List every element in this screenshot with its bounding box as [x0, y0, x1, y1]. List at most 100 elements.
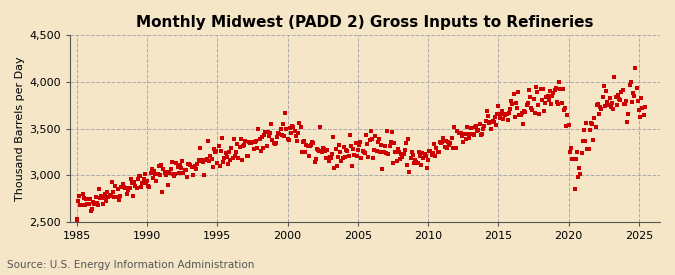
Point [377, 166, 388, 171]
Point [580, 120, 591, 125]
Point [258, 146, 269, 150]
Point [479, 123, 490, 128]
Point [142, 179, 153, 183]
Point [551, 100, 562, 104]
Point [234, 145, 245, 149]
Point [491, 123, 502, 128]
Point [451, 146, 462, 150]
Point [540, 100, 551, 105]
Point [367, 137, 377, 141]
Point [639, 105, 650, 109]
Point [206, 156, 217, 161]
Point [76, 203, 87, 207]
Point [458, 140, 468, 144]
Point [408, 160, 419, 165]
Point [316, 150, 327, 155]
Point [157, 189, 167, 194]
Point [179, 167, 190, 172]
Point [263, 130, 273, 134]
Point [548, 91, 559, 95]
Point [246, 141, 256, 145]
Point [207, 164, 218, 169]
Point [602, 100, 613, 104]
Point [194, 146, 205, 150]
Point [328, 135, 339, 139]
Point [624, 82, 635, 87]
Point [86, 208, 97, 213]
Point [109, 195, 119, 199]
Point [390, 150, 401, 155]
Text: Source: U.S. Energy Information Administration: Source: U.S. Energy Information Administ… [7, 260, 254, 270]
Point [394, 150, 404, 154]
Point [238, 144, 248, 148]
Point [448, 145, 458, 150]
Point [295, 125, 306, 129]
Point [115, 194, 126, 199]
Point [466, 126, 477, 130]
Point [103, 194, 114, 199]
Point [417, 150, 428, 155]
Point [140, 181, 151, 185]
Point [507, 102, 518, 106]
Point [354, 143, 364, 148]
Point [626, 100, 637, 104]
Point [577, 138, 588, 143]
Point [593, 102, 603, 107]
Point [186, 164, 197, 169]
Point [568, 157, 578, 162]
Point [348, 147, 358, 151]
Point [276, 133, 287, 137]
Point [325, 155, 335, 159]
Point [99, 192, 110, 196]
Point [529, 111, 540, 115]
Point [620, 102, 630, 106]
Point [184, 162, 194, 166]
Point [286, 131, 296, 136]
Point [489, 115, 500, 119]
Point [418, 156, 429, 160]
Point [513, 90, 524, 94]
Point [144, 185, 155, 189]
Point [563, 123, 574, 128]
Point [101, 199, 111, 203]
Point [327, 152, 338, 156]
Point [281, 126, 292, 131]
Point [575, 171, 586, 176]
Point [591, 102, 602, 107]
Point [431, 145, 441, 150]
Point [574, 166, 585, 170]
Point [242, 154, 253, 158]
Point [398, 152, 409, 156]
Point [622, 120, 632, 124]
Point [452, 129, 463, 133]
Point [265, 130, 275, 135]
Point [387, 161, 398, 165]
Point [607, 100, 618, 105]
Point [550, 86, 561, 90]
Point [610, 95, 621, 99]
Point [616, 89, 627, 94]
Point [88, 200, 99, 205]
Point [285, 126, 296, 131]
Point [365, 129, 376, 133]
Point [636, 96, 647, 100]
Point [433, 150, 444, 154]
Point [136, 185, 146, 189]
Point [90, 194, 101, 199]
Point [292, 139, 302, 143]
Point [510, 101, 521, 106]
Point [364, 138, 375, 142]
Point [346, 144, 356, 148]
Point [290, 134, 301, 139]
Point [368, 155, 379, 160]
Point [244, 140, 254, 144]
Point [300, 149, 310, 154]
Point [215, 148, 226, 153]
Point [443, 140, 454, 145]
Point [599, 104, 610, 108]
Point [351, 153, 362, 158]
Point [473, 128, 484, 132]
Point [617, 88, 628, 92]
Point [539, 109, 549, 113]
Point [250, 139, 261, 144]
